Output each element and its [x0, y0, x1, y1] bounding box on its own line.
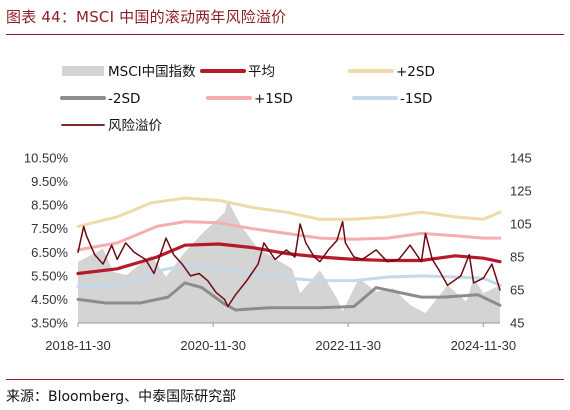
legend-item-minus-2sd: -2SD [60, 91, 140, 107]
legend-item-mean: 平均 [200, 64, 275, 80]
y-left-tick-label: 7.50% [31, 221, 68, 236]
series-plus-2sd-line [76, 196, 502, 228]
series-mean-line [76, 242, 502, 276]
legend-item-plus-1sd: +1SD [206, 91, 293, 107]
y-right-tick-label: 105 [510, 217, 532, 232]
y-left-tick-label: 3.50% [31, 316, 68, 331]
series-risk-premium-line [77, 220, 501, 308]
chart-canvas: MSCI中国指数 平均 +2SD -2SD +1SD -1SD 风险溢价 3.50% 4.50… [24, 64, 532, 354]
y-left-tick-label: 9.50% [31, 174, 68, 189]
x-tick-label: 2022-11-30 [315, 338, 381, 353]
series-plus-1sd-line [76, 220, 502, 252]
legend-item-plus-2sd: +2SD [348, 64, 435, 80]
legend-label: 平均 [248, 64, 275, 80]
y-left-tick-label: 6.50% [31, 245, 68, 260]
series-minus-2sd-line [76, 281, 502, 312]
y-left-tick-label: 4.50% [31, 292, 68, 307]
legend-label: -2SD [108, 91, 140, 107]
legend-swatch [62, 66, 104, 76]
y-right-tick-label: 85 [510, 250, 524, 265]
x-tick-label: 2018-11-30 [45, 338, 111, 353]
y-right-tick-label: 145 [510, 151, 532, 166]
y-right-tick-label: 45 [510, 316, 524, 331]
title-rule [6, 34, 564, 35]
legend-label: -1SD [400, 91, 432, 107]
chart-axes: 3.50% 4.50% 5.50% 6.50% 7.50% 8.50% 9.50% 10.50… [24, 151, 532, 354]
legend-label: +1SD [254, 91, 293, 107]
y-left-tick-label: 10.50% [24, 151, 69, 166]
legend-label: 风险溢价 [108, 118, 162, 134]
legend-label: MSCI中国指数 [108, 64, 196, 80]
chart-legend: MSCI中国指数 平均 +2SD -2SD +1SD -1SD 风险溢价 [60, 64, 435, 134]
chart-title: 图表 44：MSCI 中国的滚动两年风险溢价 [6, 8, 287, 26]
y-left-tick-label: 8.50% [31, 198, 68, 213]
series-minus-1sd-line [76, 263, 502, 288]
y-right-tick-label: 65 [510, 283, 524, 298]
y-right-tick-label: 125 [510, 184, 532, 199]
x-tick-label: 2020-11-30 [180, 338, 246, 353]
legend-item-risk-premium: 风险溢价 [61, 118, 162, 134]
y-left-tick-label: 5.50% [31, 268, 68, 283]
legend-item-minus-1sd: -1SD [352, 91, 432, 107]
plot-area [76, 196, 502, 323]
legend-item-msci-china-index: MSCI中国指数 [62, 64, 196, 80]
legend-label: +2SD [396, 64, 435, 80]
source-rule [6, 379, 564, 380]
chart-source: 来源：Bloomberg、中泰国际研究部 [6, 389, 237, 405]
x-tick-label: 2024-11-30 [451, 338, 517, 353]
